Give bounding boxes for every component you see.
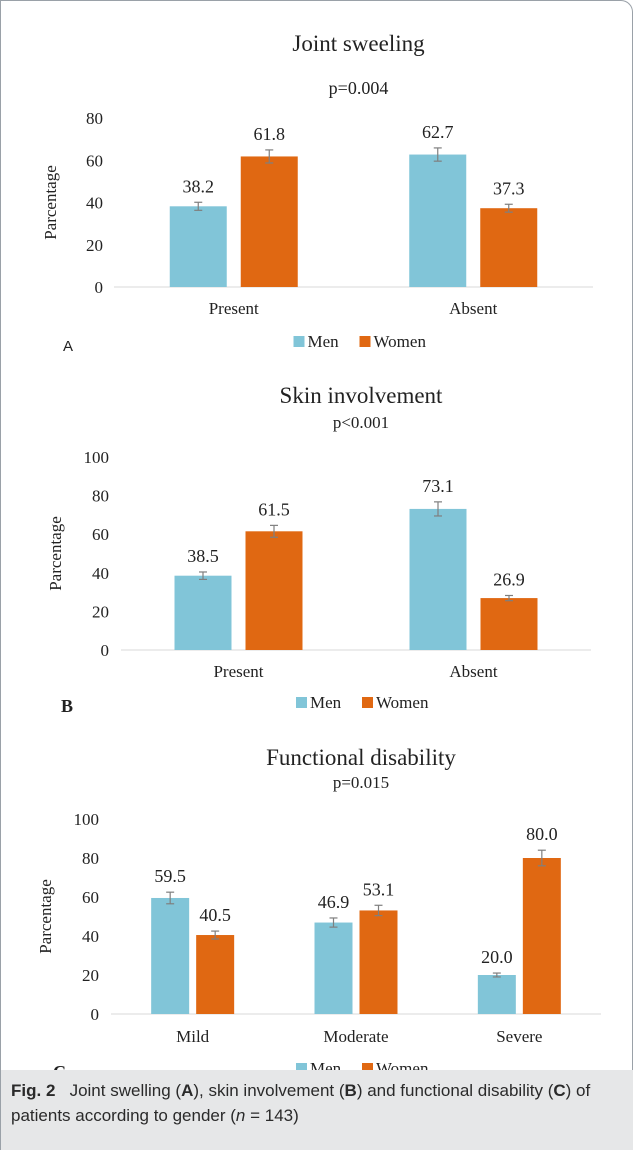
bar-women-mild bbox=[196, 935, 235, 1014]
chart-subtitle: p<0.001 bbox=[333, 413, 389, 432]
data-label: 62.7 bbox=[422, 122, 454, 142]
bar-men-moderate bbox=[314, 922, 353, 1014]
legend-swatch-men bbox=[296, 697, 307, 708]
y-tick-label: 100 bbox=[74, 810, 100, 829]
data-label: 37.3 bbox=[493, 178, 525, 198]
caption-ref-a: A bbox=[181, 1081, 194, 1100]
bar-men-present bbox=[169, 206, 227, 287]
bar-women-absent bbox=[480, 598, 538, 650]
caption-text-2: ), skin involvement ( bbox=[193, 1081, 345, 1100]
bar-men-mild bbox=[151, 897, 190, 1014]
data-label: 38.2 bbox=[183, 176, 215, 196]
bar-women-present bbox=[245, 531, 303, 650]
y-tick-label: 40 bbox=[86, 194, 103, 213]
legend-swatch-men bbox=[293, 336, 305, 347]
data-label: 26.9 bbox=[493, 569, 525, 589]
x-category-label: Present bbox=[213, 662, 263, 681]
caption-ref-b: B bbox=[344, 1081, 357, 1100]
chart-panel-b: Skin involvement p<0.001 0 20 40 60 80 100 Parce… bbox=[46, 383, 591, 716]
figure-panel: Joint sweeling p=0.004 0 20 40 60 80 Parcentage… bbox=[0, 0, 633, 1082]
legend-swatch-women bbox=[362, 1063, 373, 1074]
y-tick-label: 40 bbox=[82, 927, 99, 946]
y-tick-label: 60 bbox=[86, 151, 103, 170]
x-category-label: Absent bbox=[449, 299, 497, 318]
legend-label-men: Men bbox=[308, 332, 340, 351]
legend: Men Women bbox=[293, 332, 427, 351]
data-label: 73.1 bbox=[422, 476, 454, 496]
y-tick-label: 0 bbox=[101, 641, 110, 660]
legend-label-men: Men bbox=[310, 693, 342, 712]
caption-text-4: ) of patients according to gender ( bbox=[11, 1081, 591, 1125]
figure-charts: Joint sweeling p=0.004 0 20 40 60 80 Parcentage… bbox=[36, 31, 601, 1082]
bar-women-present bbox=[240, 156, 298, 287]
data-label: 20.0 bbox=[481, 947, 513, 967]
data-label: 61.8 bbox=[254, 124, 286, 144]
y-tick-label: 40 bbox=[92, 564, 109, 583]
caption-n-symbol: n bbox=[235, 1106, 246, 1125]
figure-caption: Fig. 2 Joint swelling (A), skin involvem… bbox=[0, 1070, 633, 1150]
caption-ref-c: C bbox=[553, 1081, 566, 1100]
data-label: 46.9 bbox=[318, 892, 350, 912]
data-label: 53.1 bbox=[363, 879, 395, 899]
chart-title: Skin involvement bbox=[280, 383, 444, 408]
legend: Men Women bbox=[296, 693, 429, 712]
data-label: 59.5 bbox=[154, 866, 186, 886]
legend-swatch-women bbox=[359, 336, 371, 347]
y-axis-label: Parcentage bbox=[36, 879, 55, 954]
y-axis-label: Parcentage bbox=[46, 516, 65, 591]
chart-panel-a: Joint sweeling p=0.004 0 20 40 60 80 Parcentage… bbox=[41, 31, 593, 355]
y-tick-label: 80 bbox=[82, 849, 99, 868]
caption-text-1: Joint swelling ( bbox=[69, 1081, 182, 1100]
chart-subtitle: p=0.004 bbox=[329, 78, 389, 98]
legend-swatch-men bbox=[296, 1063, 307, 1074]
panel-letter: B bbox=[61, 696, 73, 716]
bar-men-severe bbox=[477, 975, 516, 1014]
y-tick-label: 20 bbox=[92, 602, 109, 621]
x-category-label: Absent bbox=[449, 662, 497, 681]
bar-men-absent bbox=[409, 154, 467, 287]
x-category-label: Moderate bbox=[323, 1027, 388, 1046]
y-tick-label: 100 bbox=[84, 448, 110, 467]
legend-label-women: Women bbox=[374, 332, 427, 351]
bar-men-present bbox=[174, 575, 232, 650]
data-label: 80.0 bbox=[526, 824, 558, 844]
y-tick-label: 20 bbox=[82, 966, 99, 985]
bar-men-absent bbox=[409, 508, 467, 650]
panel-letter: A bbox=[63, 338, 73, 355]
y-tick-label: 80 bbox=[92, 487, 109, 506]
chart-panel-c: Functional disability p=0.015 0 20 40 60 80 100… bbox=[36, 745, 601, 1082]
legend-swatch-women bbox=[362, 697, 373, 708]
bar-women-severe bbox=[522, 858, 561, 1014]
y-tick-label: 80 bbox=[86, 109, 103, 128]
data-label: 38.5 bbox=[187, 546, 219, 566]
data-label: 61.5 bbox=[258, 499, 290, 519]
caption-text-3: ) and functional disability ( bbox=[356, 1081, 554, 1100]
caption-fig-label: Fig. 2 bbox=[11, 1081, 56, 1100]
caption-text-5: = 143) bbox=[245, 1106, 299, 1125]
y-axis-label: Parcentage bbox=[41, 165, 60, 240]
y-tick-label: 60 bbox=[82, 888, 99, 907]
bar-women-moderate bbox=[359, 910, 398, 1014]
y-tick-label: 0 bbox=[91, 1005, 100, 1024]
x-category-label: Severe bbox=[496, 1027, 542, 1046]
y-tick-label: 20 bbox=[86, 236, 103, 255]
x-category-label: Present bbox=[209, 299, 259, 318]
bar-women-absent bbox=[480, 208, 538, 287]
x-category-label: Mild bbox=[176, 1027, 210, 1046]
y-tick-label: 0 bbox=[95, 278, 104, 297]
data-label: 40.5 bbox=[199, 905, 231, 925]
chart-title: Joint sweeling bbox=[292, 31, 425, 56]
y-tick-label: 60 bbox=[92, 525, 109, 544]
legend-label-women: Women bbox=[376, 693, 429, 712]
chart-title: Functional disability bbox=[266, 745, 456, 770]
chart-subtitle: p=0.015 bbox=[333, 773, 389, 792]
